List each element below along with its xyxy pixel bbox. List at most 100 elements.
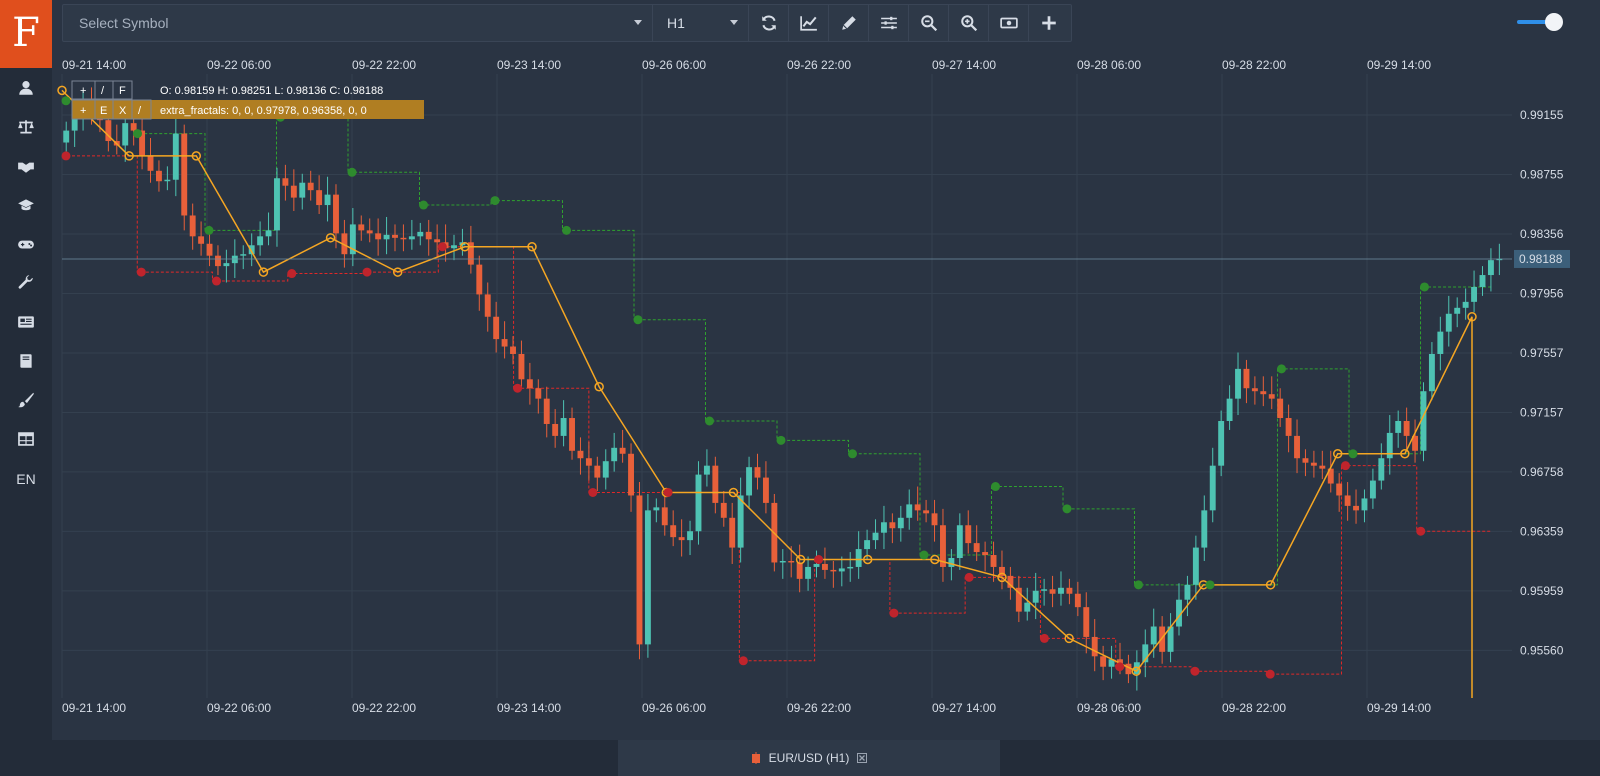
candle-body bbox=[324, 194, 331, 206]
legend-add-label: + bbox=[80, 85, 86, 97]
candle-body bbox=[206, 243, 213, 256]
x-tick-label: 09-23 14:00 bbox=[497, 58, 561, 72]
close-icon[interactable] bbox=[857, 753, 868, 763]
candle-body bbox=[231, 255, 238, 264]
candle-body bbox=[1302, 458, 1309, 463]
brush-icon[interactable] bbox=[0, 383, 52, 417]
candle-body bbox=[1487, 260, 1494, 276]
x-tick-label: 09-26 22:00 bbox=[787, 701, 851, 715]
chart-legend: + / F O: 0.98159 H: 0.98251 L: 0.98136 C… bbox=[71, 80, 424, 120]
candle-body bbox=[569, 418, 575, 451]
zigzag-point bbox=[862, 554, 873, 565]
candle-body bbox=[1479, 275, 1486, 287]
fractal-low-marker bbox=[889, 608, 899, 618]
candle-body bbox=[1310, 462, 1317, 466]
candle-body bbox=[526, 379, 533, 389]
user-icon[interactable] bbox=[0, 71, 52, 105]
scale-icon[interactable] bbox=[0, 110, 52, 144]
x-tick-label: 09-22 06:00 bbox=[207, 701, 271, 715]
add-button[interactable] bbox=[1029, 5, 1069, 41]
legend-fractal-label: F bbox=[119, 85, 126, 97]
x-tick-label: 09-29 14:00 bbox=[1367, 701, 1431, 715]
candle-body bbox=[855, 549, 862, 567]
timeframe-select[interactable]: H1 bbox=[653, 5, 749, 41]
candle-body bbox=[889, 522, 896, 529]
gamepad-icon[interactable] bbox=[0, 227, 52, 261]
candle-body bbox=[1192, 547, 1199, 585]
fractal-high-marker bbox=[1205, 580, 1215, 590]
zoom-out-button[interactable] bbox=[909, 5, 949, 41]
candle-body bbox=[1074, 593, 1081, 608]
candle-body bbox=[1437, 331, 1444, 354]
fractal-high-marker bbox=[1348, 449, 1358, 459]
fractal-high-marker bbox=[991, 482, 1000, 492]
candle-body bbox=[1454, 307, 1461, 314]
candle-body bbox=[1471, 286, 1478, 302]
y-axis: 0.99155 0.98755 0.98356 0.97956 0.97557 0.971… bbox=[1520, 108, 1564, 657]
legend-fractal-button[interactable] bbox=[112, 80, 133, 100]
candle-body bbox=[703, 465, 710, 475]
symbol-select[interactable]: Select Symbol bbox=[63, 5, 653, 41]
candle-body bbox=[510, 346, 516, 354]
x-tick-label: 09-26 22:00 bbox=[787, 58, 851, 72]
x-tick-label: 09-29 14:00 bbox=[1367, 58, 1431, 72]
fractal-low-marker bbox=[136, 267, 146, 277]
candle-body bbox=[1386, 432, 1393, 459]
y-tick-label: 0.96758 bbox=[1520, 465, 1564, 479]
timeframe-label: H1 bbox=[667, 15, 685, 31]
indicators-button[interactable] bbox=[789, 5, 829, 41]
candle-body bbox=[628, 453, 634, 496]
candle-body bbox=[1007, 575, 1014, 588]
x-tick-label: 09-28 22:00 bbox=[1222, 58, 1286, 72]
candle-body bbox=[990, 555, 997, 567]
candle-icon bbox=[751, 752, 760, 764]
fractal-low-level bbox=[62, 155, 1492, 675]
app-logo[interactable]: F bbox=[0, 0, 52, 68]
candle-body bbox=[1117, 659, 1123, 664]
table-icon[interactable] bbox=[0, 422, 52, 456]
newspaper-icon[interactable] bbox=[0, 305, 52, 339]
chart-tab[interactable]: EUR/USD (H1) bbox=[618, 740, 1000, 776]
last-price-line: 0.98188 bbox=[62, 249, 1570, 268]
candle-body bbox=[1353, 505, 1359, 511]
candle-body bbox=[754, 467, 761, 478]
candle-body bbox=[358, 224, 365, 231]
draw-button[interactable] bbox=[829, 5, 869, 41]
trade-button[interactable] bbox=[989, 5, 1029, 41]
toolbar: Select Symbol H1 bbox=[62, 4, 1072, 42]
x-tick-label: 09-27 14:00 bbox=[932, 701, 996, 715]
candle-body bbox=[1251, 388, 1258, 392]
book-icon[interactable] bbox=[0, 344, 52, 378]
wrench-icon[interactable] bbox=[0, 266, 52, 300]
handshake-icon[interactable] bbox=[0, 149, 52, 183]
zoom-in-button[interactable] bbox=[949, 5, 989, 41]
refresh-button[interactable] bbox=[749, 5, 789, 41]
candle-body bbox=[602, 461, 609, 478]
theme-toggle[interactable] bbox=[1516, 12, 1566, 32]
candle-body bbox=[417, 231, 424, 237]
graduation-cap-icon[interactable] bbox=[0, 188, 52, 222]
candle-body bbox=[1058, 587, 1064, 594]
fractal-low-marker bbox=[437, 242, 447, 252]
candle-body bbox=[838, 568, 845, 572]
candle-body bbox=[982, 552, 989, 556]
candle-body bbox=[1100, 656, 1107, 667]
settings-button[interactable] bbox=[869, 5, 909, 41]
candle-body bbox=[1176, 599, 1182, 627]
candle-body bbox=[906, 504, 913, 518]
language-selector[interactable]: EN bbox=[16, 471, 36, 487]
candle-body bbox=[1395, 420, 1402, 433]
fractal-low-marker bbox=[1416, 526, 1426, 536]
fractal-low-marker bbox=[1115, 662, 1125, 672]
candle-body bbox=[813, 563, 820, 567]
fractal-low-marker bbox=[1039, 633, 1049, 643]
candle-body bbox=[1150, 626, 1157, 645]
candle-body bbox=[155, 170, 162, 182]
candle-body bbox=[484, 294, 491, 317]
candle-body bbox=[1344, 495, 1351, 506]
candle-body bbox=[1294, 435, 1300, 459]
price-chart[interactable]: 09-21 14:00 09-22 06:00 09-22 22:00 09-23 1… bbox=[52, 48, 1600, 738]
indicator-draw-button[interactable] bbox=[131, 99, 152, 120]
candle-body bbox=[746, 467, 753, 496]
candle-body bbox=[788, 560, 795, 563]
